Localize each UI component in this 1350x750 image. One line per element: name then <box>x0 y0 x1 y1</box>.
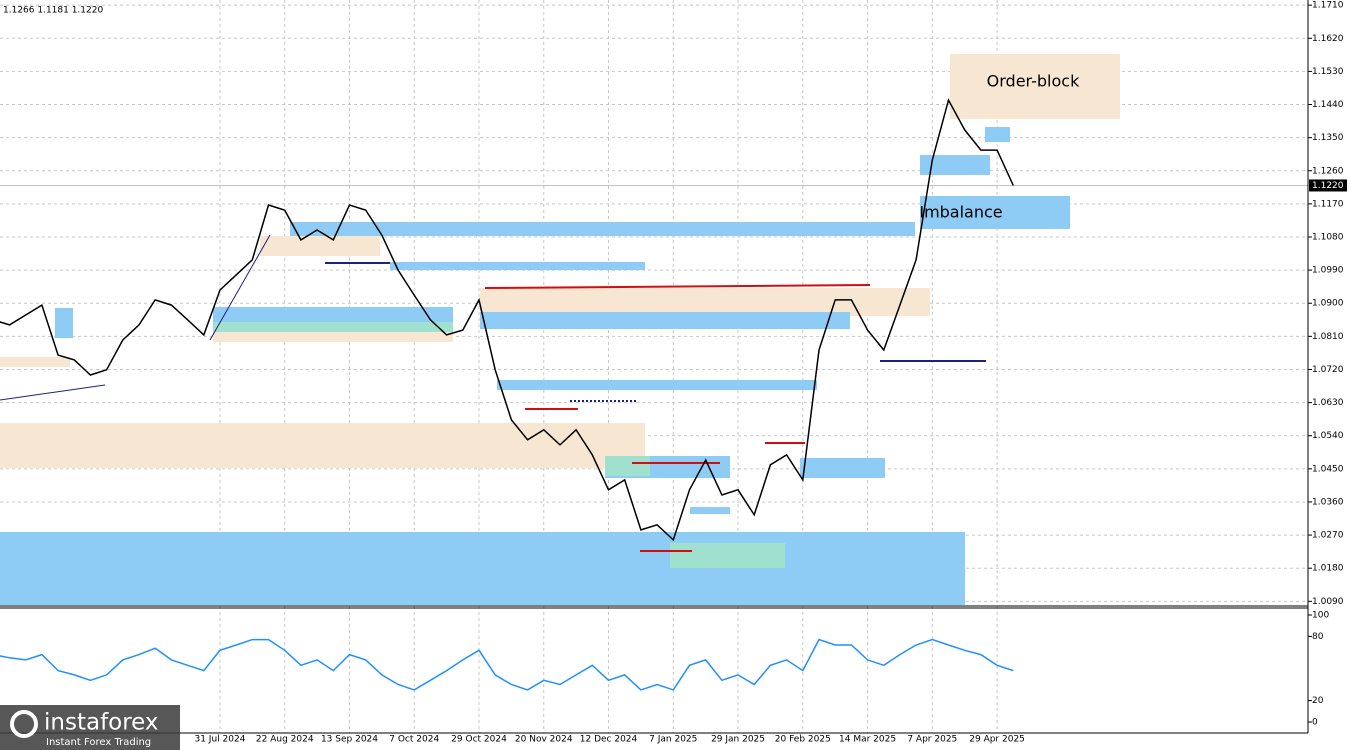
annotation: Order-block <box>987 72 1080 91</box>
zone <box>290 222 915 236</box>
ohlc-header: 1.1266 1.1181 1.1220 <box>3 6 103 16</box>
x-tick-label: 31 Jul 2024 <box>194 735 245 745</box>
zone <box>0 532 965 605</box>
imbalance-zone <box>920 196 1070 229</box>
trend-line <box>0 384 106 401</box>
price-line <box>0 638 1014 691</box>
level-line <box>484 284 871 289</box>
zone <box>55 308 73 338</box>
y-tick-label: 1.1710 <box>1312 1 1344 11</box>
annotation: Imbalance <box>919 203 1002 222</box>
zone <box>690 507 730 514</box>
x-tick-label: 29 Oct 2024 <box>451 735 507 745</box>
x-tick-label: 14 Mar 2025 <box>839 735 896 745</box>
x-tick-label: 7 Apr 2025 <box>907 735 957 745</box>
x-tick-label: 29 Apr 2025 <box>969 735 1025 745</box>
current-price-label: 1.1220 <box>1312 181 1344 191</box>
y-tick-label: 1.0720 <box>1312 365 1344 375</box>
zones <box>0 54 1120 605</box>
y-tick-label: 1.0990 <box>1312 266 1344 276</box>
x-tick-label: 7 Oct 2024 <box>389 735 439 745</box>
zone <box>605 456 650 476</box>
y-tick-label: 1.0360 <box>1312 497 1344 507</box>
trend-line <box>209 234 271 341</box>
zone <box>497 380 817 390</box>
watermark: instaforex Instant Forex Trading <box>0 705 180 750</box>
y-tick-label: 1.1080 <box>1312 232 1344 242</box>
y-tick-label: 0 <box>1312 718 1318 728</box>
y-tick-label: 1.0090 <box>1312 597 1344 607</box>
zone <box>213 322 453 332</box>
zone <box>480 312 850 329</box>
y-tick-label: 1.0450 <box>1312 464 1344 474</box>
x-tick-label: 7 Jan 2025 <box>649 735 697 745</box>
zone <box>670 543 785 568</box>
x-tick-label: 20 Nov 2024 <box>515 735 573 745</box>
y-tick-label: 1.1260 <box>1312 166 1344 176</box>
y-tick-label: 1.0900 <box>1312 299 1344 309</box>
y-tick-label: 1.1440 <box>1312 100 1344 110</box>
zone <box>480 288 930 316</box>
zone <box>0 423 645 468</box>
brand-tagline: Instant Forex Trading <box>46 737 151 748</box>
y-tick-label: 1.0630 <box>1312 398 1344 408</box>
y-tick-label: 1.0180 <box>1312 564 1344 574</box>
price-line <box>0 98 1014 542</box>
levels <box>0 234 986 552</box>
zone <box>800 458 885 478</box>
x-tick-label: 12 Dec 2024 <box>580 735 638 745</box>
y-tick-label: 1.0540 <box>1312 431 1344 441</box>
current-price-box <box>1309 179 1347 192</box>
y-tick-label: 80 <box>1312 632 1324 642</box>
y-tick-label: 1.1620 <box>1312 34 1344 44</box>
y-tick-label: 100 <box>1312 611 1329 621</box>
x-tick-label: 13 Sep 2024 <box>321 735 378 745</box>
x-tick-label: 20 Feb 2025 <box>775 735 831 745</box>
zone <box>985 127 1010 142</box>
y-tick-label: 1.1350 <box>1312 133 1344 143</box>
brand-name: instaforex <box>44 710 159 736</box>
y-tick-label: 1.0270 <box>1312 531 1344 541</box>
zone <box>0 357 70 367</box>
y-tick-label: 20 <box>1312 696 1324 706</box>
y-tick-label: 1.0810 <box>1312 332 1344 342</box>
y-tick-label: 1.1530 <box>1312 67 1344 77</box>
zone <box>920 155 990 175</box>
order-block-zone <box>950 54 1120 119</box>
zone <box>260 236 380 256</box>
logo <box>10 710 38 738</box>
y-tick-label: 1.1170 <box>1312 199 1344 209</box>
x-tick-label: 29 Jan 2025 <box>711 735 765 745</box>
zone <box>390 262 645 270</box>
zone <box>213 332 453 342</box>
x-tick-label: 22 Aug 2024 <box>256 735 314 745</box>
